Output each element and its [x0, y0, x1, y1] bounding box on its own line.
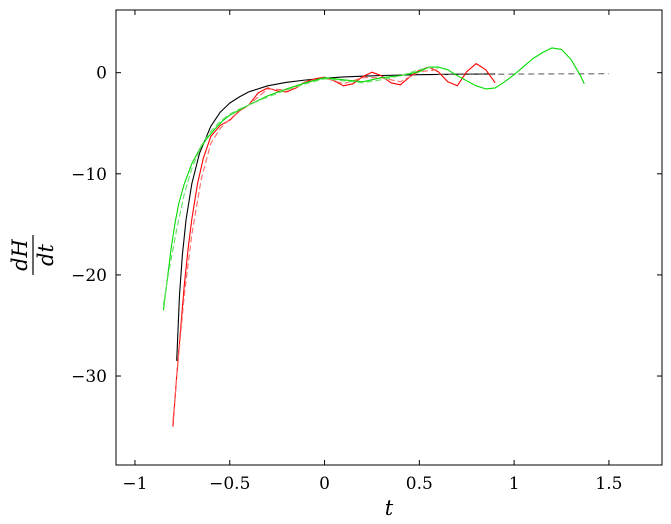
- x-tick-label: 1: [509, 474, 520, 494]
- plot-frame: [115, 9, 663, 466]
- series-line-3: [172, 63, 496, 427]
- y-tick-label: −20: [71, 266, 107, 286]
- x-tick-label: 1.5: [595, 474, 622, 494]
- x-tick-label: −1: [122, 474, 147, 494]
- series-line-1: [176, 73, 496, 361]
- x-tick-label: −0.5: [209, 474, 250, 494]
- y-tick-label: −10: [71, 165, 107, 185]
- y-tick-label: −30: [71, 367, 107, 387]
- x-axis-label: t: [385, 496, 394, 520]
- series-line-6: [162, 67, 439, 306]
- x-tick-label: 0: [319, 474, 330, 494]
- y-axis-label-numerator: dH: [8, 238, 32, 270]
- x-tick-label: 0.5: [406, 474, 433, 494]
- series-line-2: [438, 73, 609, 76]
- axis-ticks: −1 −0.5 0 0.5 1 1.5 0 −10 −20 −30: [71, 10, 662, 494]
- y-axis-label-denominator: dt: [34, 244, 58, 266]
- y-tick-label: 0: [96, 64, 107, 84]
- y-axis-label: dH dt: [8, 235, 58, 275]
- plot-marks: [162, 47, 609, 427]
- series-line-5: [162, 47, 585, 311]
